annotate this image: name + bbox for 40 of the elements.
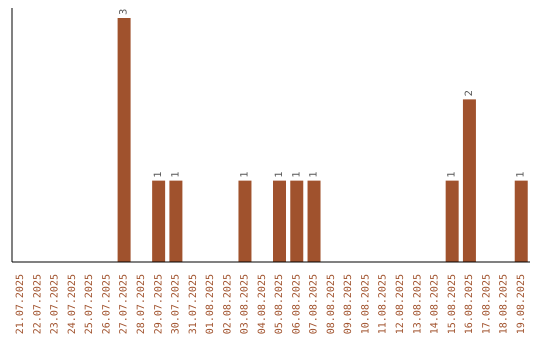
x-tick-label: 14.08.2025 <box>430 274 441 334</box>
data-label: 1 <box>516 171 527 178</box>
x-tick-label: 01.08.2025 <box>205 274 216 334</box>
x-tick-label: 08.08.2025 <box>326 274 337 334</box>
x-tick-label: 07.08.2025 <box>308 274 320 334</box>
x-tick-label: 05.08.2025 <box>274 274 286 334</box>
data-label: 1 <box>446 171 458 178</box>
x-tick-label: 28.07.2025 <box>136 274 147 334</box>
x-tick-label: 13.08.2025 <box>412 274 424 334</box>
x-tick-label: 09.08.2025 <box>343 274 354 334</box>
x-tick-label: 17.08.2025 <box>481 274 492 334</box>
data-label: 2 <box>464 90 475 96</box>
data-label: 1 <box>291 171 302 178</box>
x-tick-label: 10.08.2025 <box>360 274 372 334</box>
data-label: 1 <box>274 171 285 178</box>
x-tick-label: 04.08.2025 <box>256 274 268 334</box>
x-tick-label: 16.08.2025 <box>464 274 476 334</box>
x-tick-label: 23.07.2025 <box>50 274 61 334</box>
data-label: 3 <box>118 8 130 15</box>
x-tick-label: 25.07.2025 <box>84 274 96 334</box>
x-tick-label: 22.07.2025 <box>32 274 44 334</box>
x-tick-label: 11.08.2025 <box>378 274 389 334</box>
x-tick-label: 19.08.2025 <box>516 274 527 334</box>
x-tick-label: 12.08.2025 <box>395 274 406 334</box>
data-label: 1 <box>308 171 320 178</box>
data-label: 1 <box>239 171 250 178</box>
x-tick-label: 15.08.2025 <box>446 274 458 334</box>
x-tick-label: 30.07.2025 <box>170 274 182 334</box>
x-tick-label: 31.07.2025 <box>188 274 199 334</box>
x-tick-label: 26.07.2025 <box>101 274 112 334</box>
x-tick-label: 06.08.2025 <box>291 274 302 334</box>
x-tick-label: 03.08.2025 <box>240 274 251 334</box>
x-tick-label: 29.07.2025 <box>153 274 164 334</box>
x-tick-label: 24.07.2025 <box>66 274 78 334</box>
x-tick-label: 02.08.2025 <box>222 274 234 334</box>
data-label: 1 <box>170 171 182 178</box>
x-tick-label: 27.07.2025 <box>118 274 130 334</box>
x-tick-label: 18.08.2025 <box>498 274 510 334</box>
x-tick-label: 21.07.2025 <box>15 274 26 334</box>
data-label: 1 <box>153 171 164 178</box>
